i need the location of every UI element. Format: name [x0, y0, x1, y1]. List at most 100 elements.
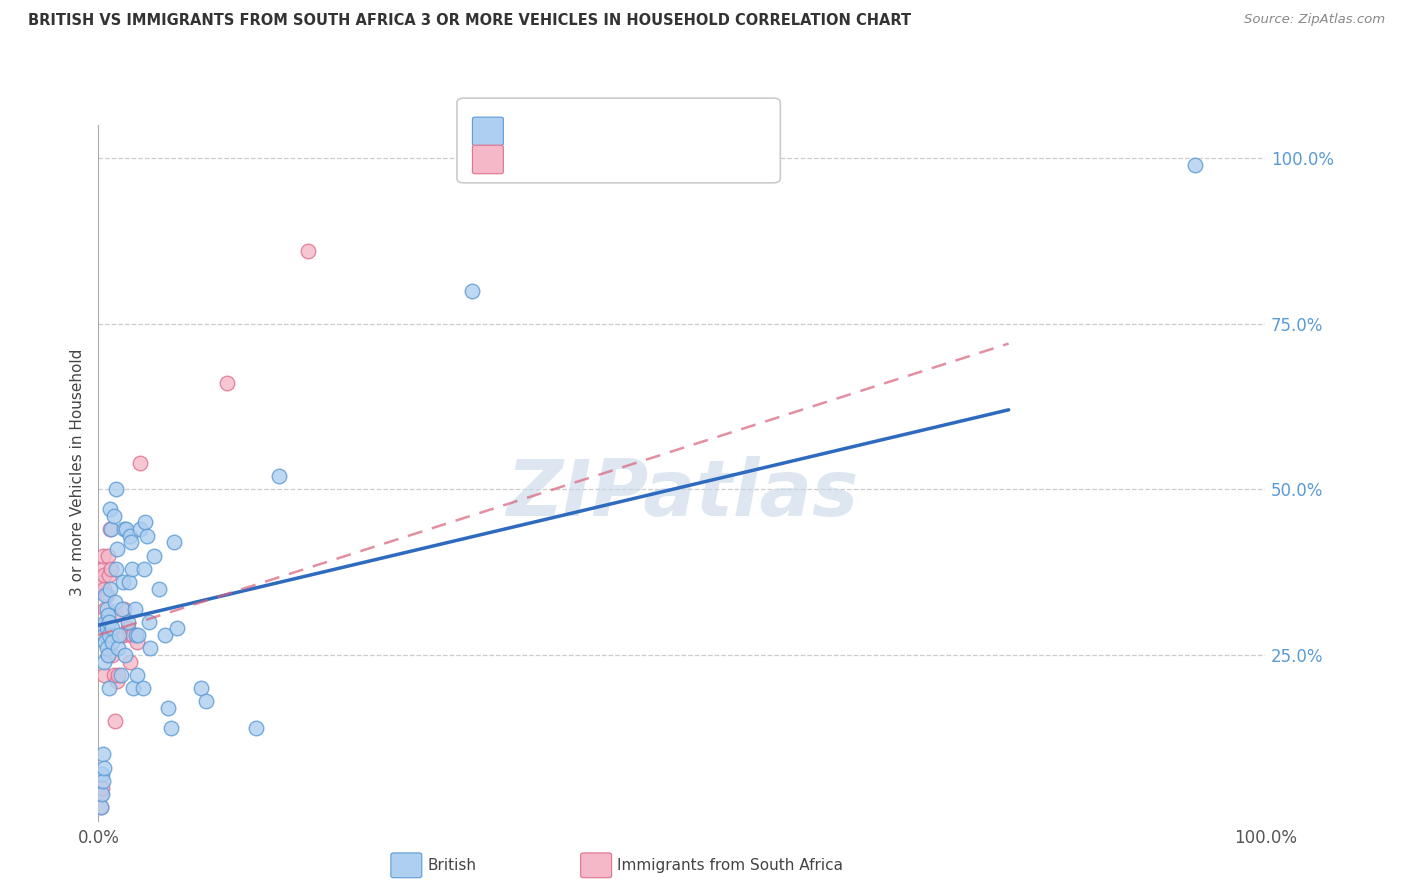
Point	[153, 628, 176, 642]
Point	[101, 634, 124, 648]
Point	[163, 535, 186, 549]
Point	[132, 562, 155, 576]
Point	[97, 648, 120, 662]
Point	[101, 648, 124, 662]
Point	[97, 549, 120, 563]
Text: R = 0.373: R = 0.373	[512, 122, 595, 140]
Point	[136, 529, 159, 543]
Point	[97, 681, 120, 695]
Point	[125, 634, 148, 648]
Point	[114, 648, 136, 662]
Point	[94, 588, 117, 602]
Point	[96, 622, 118, 636]
Point	[118, 575, 141, 590]
Point	[124, 601, 146, 615]
Point	[120, 628, 142, 642]
Point	[96, 615, 118, 629]
Point	[91, 549, 114, 563]
Point	[111, 601, 134, 615]
Point	[91, 747, 114, 762]
Point	[159, 721, 181, 735]
Text: British: British	[427, 858, 477, 873]
Point	[97, 628, 120, 642]
Point	[134, 516, 156, 530]
Point	[245, 721, 267, 735]
Point	[93, 582, 115, 596]
Point	[98, 582, 121, 596]
Text: ZIPatlas: ZIPatlas	[506, 456, 858, 532]
Point	[122, 681, 145, 695]
Point	[104, 714, 127, 729]
Point	[129, 522, 152, 536]
Point	[91, 562, 114, 576]
Point	[93, 655, 115, 669]
Point	[100, 562, 122, 576]
Point	[132, 681, 155, 695]
Point	[1184, 158, 1206, 172]
Point	[111, 575, 134, 590]
Point	[104, 483, 127, 497]
Point	[97, 608, 120, 623]
Point	[111, 628, 134, 642]
Point	[105, 674, 128, 689]
Point	[121, 562, 143, 576]
Point	[94, 634, 117, 648]
Point	[90, 780, 112, 795]
Point	[105, 541, 128, 556]
Point	[96, 588, 118, 602]
Point	[93, 568, 115, 582]
Point	[125, 668, 148, 682]
Point	[103, 668, 125, 682]
Point	[157, 701, 180, 715]
Point	[120, 535, 142, 549]
Point	[90, 787, 112, 801]
Point	[100, 522, 122, 536]
Text: BRITISH VS IMMIGRANTS FROM SOUTH AFRICA 3 OR MORE VEHICLES IN HOUSEHOLD CORRELAT: BRITISH VS IMMIGRANTS FROM SOUTH AFRICA …	[28, 13, 911, 29]
Point	[108, 628, 131, 642]
Point	[115, 522, 138, 536]
Point	[127, 628, 149, 642]
Point	[139, 641, 162, 656]
Point	[194, 694, 217, 708]
Point	[91, 773, 114, 788]
Text: N = 66: N = 66	[617, 122, 675, 140]
Point	[90, 767, 112, 781]
Point	[125, 628, 148, 642]
Point	[94, 615, 117, 629]
Point	[94, 628, 117, 642]
Point	[117, 615, 139, 629]
Point	[103, 508, 125, 523]
Point	[269, 469, 291, 483]
Point	[104, 562, 127, 576]
Point	[104, 595, 127, 609]
Point	[129, 456, 152, 470]
Point	[118, 655, 141, 669]
Point	[110, 668, 132, 682]
Point	[215, 376, 238, 391]
Point	[97, 568, 120, 582]
Point	[90, 800, 112, 814]
Point	[94, 601, 117, 615]
Point	[97, 648, 120, 662]
Point	[143, 549, 166, 563]
Point	[117, 622, 139, 636]
Point	[97, 615, 120, 629]
Point	[104, 608, 127, 623]
Point	[118, 529, 141, 543]
Point	[166, 622, 188, 636]
Point	[112, 601, 135, 615]
Point	[148, 582, 170, 596]
Text: R = 0.444: R = 0.444	[512, 151, 595, 169]
Point	[190, 681, 212, 695]
Point	[98, 522, 121, 536]
Point	[138, 615, 160, 629]
Point	[93, 668, 115, 682]
Text: N = 35: N = 35	[617, 151, 675, 169]
Text: Immigrants from South Africa: Immigrants from South Africa	[617, 858, 844, 873]
Text: Source: ZipAtlas.com: Source: ZipAtlas.com	[1244, 13, 1385, 27]
Point	[111, 628, 134, 642]
Point	[107, 668, 129, 682]
Point	[93, 761, 115, 775]
Point	[101, 622, 124, 636]
Point	[90, 787, 112, 801]
